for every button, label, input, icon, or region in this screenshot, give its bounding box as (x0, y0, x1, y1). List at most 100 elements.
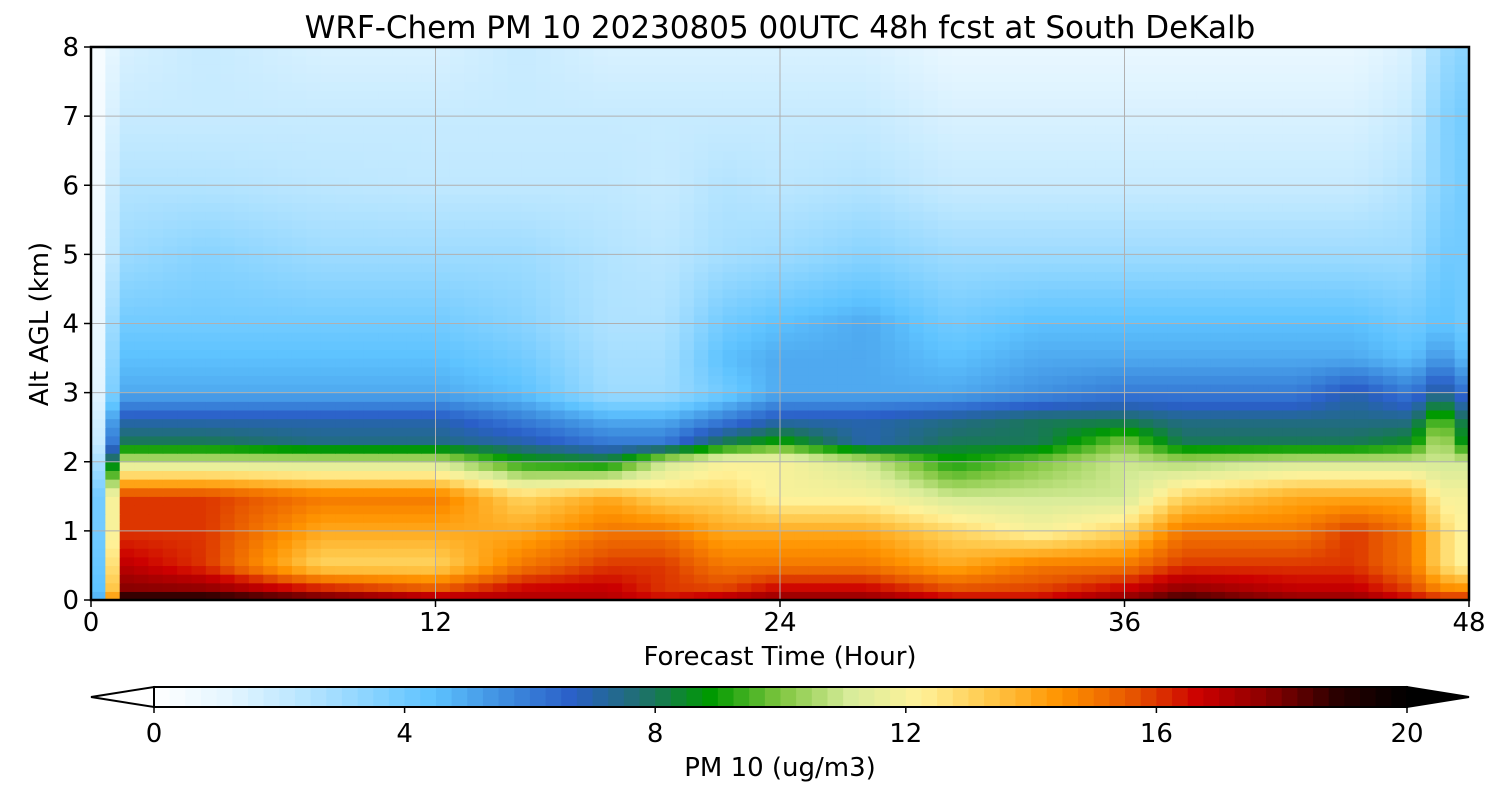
field-cell (765, 461, 781, 471)
field-cell (909, 219, 925, 230)
field-cell (1138, 487, 1154, 497)
field-cell (593, 591, 609, 600)
field-cell (751, 323, 767, 333)
field-cell (234, 461, 250, 471)
field-cell (593, 219, 609, 230)
field-cell (406, 340, 422, 351)
field-cell (937, 358, 953, 368)
field-cell (966, 306, 982, 316)
field-cell (1239, 487, 1255, 497)
field-cell (234, 211, 250, 221)
field-cell (851, 479, 867, 489)
field-cell (564, 349, 580, 359)
field-cell (105, 591, 121, 600)
field-cell (866, 496, 882, 506)
field-cell (119, 237, 135, 247)
field-cell (837, 280, 853, 290)
field-cell (952, 556, 968, 567)
field-cell (679, 280, 695, 290)
field-cell (1167, 435, 1183, 446)
field-cell (406, 349, 422, 359)
field-cell (593, 306, 609, 316)
field-cell (349, 202, 365, 212)
field-cell (1224, 185, 1240, 195)
field-cell (693, 297, 709, 307)
field-cell (378, 479, 394, 489)
field-cell (378, 280, 394, 290)
field-cell (392, 409, 408, 420)
field-cell (507, 323, 523, 333)
field-cell (119, 487, 135, 497)
field-cell (435, 245, 451, 255)
field-cell (1196, 228, 1212, 238)
field-cell (349, 504, 365, 515)
field-cell (507, 271, 523, 281)
field-cell (191, 375, 207, 385)
field-cell (1181, 453, 1197, 463)
field-cell (1325, 288, 1341, 299)
field-cell (1167, 470, 1183, 480)
field-cell (1124, 479, 1140, 489)
field-cell (607, 548, 623, 558)
field-cell (478, 159, 494, 169)
field-cell (1339, 176, 1355, 186)
field-cell (1196, 150, 1212, 160)
field-cell (909, 297, 925, 307)
field-cell (1124, 548, 1140, 558)
field-cell (550, 392, 566, 402)
field-cell (1339, 487, 1355, 497)
field-cell (191, 504, 207, 515)
field-cell (622, 176, 638, 186)
field-cell (1081, 504, 1097, 515)
field-cell (1009, 479, 1025, 489)
field-cell (406, 332, 422, 342)
field-cell (636, 530, 652, 541)
field-cell (521, 479, 537, 489)
field-cell (1425, 496, 1441, 506)
field-cell (1253, 358, 1269, 368)
field-cell (220, 461, 236, 471)
field-cell (449, 487, 465, 497)
field-cell (923, 159, 939, 169)
field-cell (1282, 435, 1298, 446)
field-cell (1110, 237, 1126, 247)
field-cell (1210, 444, 1226, 454)
field-cell (1253, 340, 1269, 351)
field-cell (1239, 565, 1255, 575)
field-cell (1124, 383, 1140, 394)
field-cell (722, 435, 738, 446)
field-cell (579, 288, 594, 299)
field-cell (248, 185, 264, 195)
field-cell (1009, 323, 1025, 333)
field-cell (191, 332, 207, 342)
field-cell (406, 479, 422, 489)
field-cell (1167, 375, 1183, 385)
field-cell (923, 427, 939, 437)
field-cell (1382, 574, 1398, 584)
field-cell (880, 496, 896, 506)
field-cell (679, 409, 695, 420)
field-cell (535, 202, 551, 212)
field-cell (1052, 219, 1068, 230)
field-cell (1081, 435, 1097, 446)
field-cell (1454, 479, 1469, 489)
field-cell (966, 453, 982, 463)
field-cell (306, 150, 322, 160)
field-cell (937, 556, 953, 567)
field-cell (177, 530, 193, 541)
field-cell (1138, 306, 1154, 316)
field-cell (1153, 461, 1169, 471)
field-cell (105, 470, 121, 480)
field-cell (535, 366, 551, 376)
field-cell (220, 185, 236, 195)
field-cell (1009, 375, 1025, 385)
field-cell (1239, 548, 1255, 558)
field-cell (665, 366, 681, 376)
field-cell (492, 565, 508, 575)
field-cell (162, 574, 178, 584)
field-cell (937, 427, 953, 437)
field-cell (1253, 245, 1269, 255)
field-cell (1124, 504, 1140, 515)
field-cell (306, 323, 322, 333)
field-cell (435, 280, 451, 290)
